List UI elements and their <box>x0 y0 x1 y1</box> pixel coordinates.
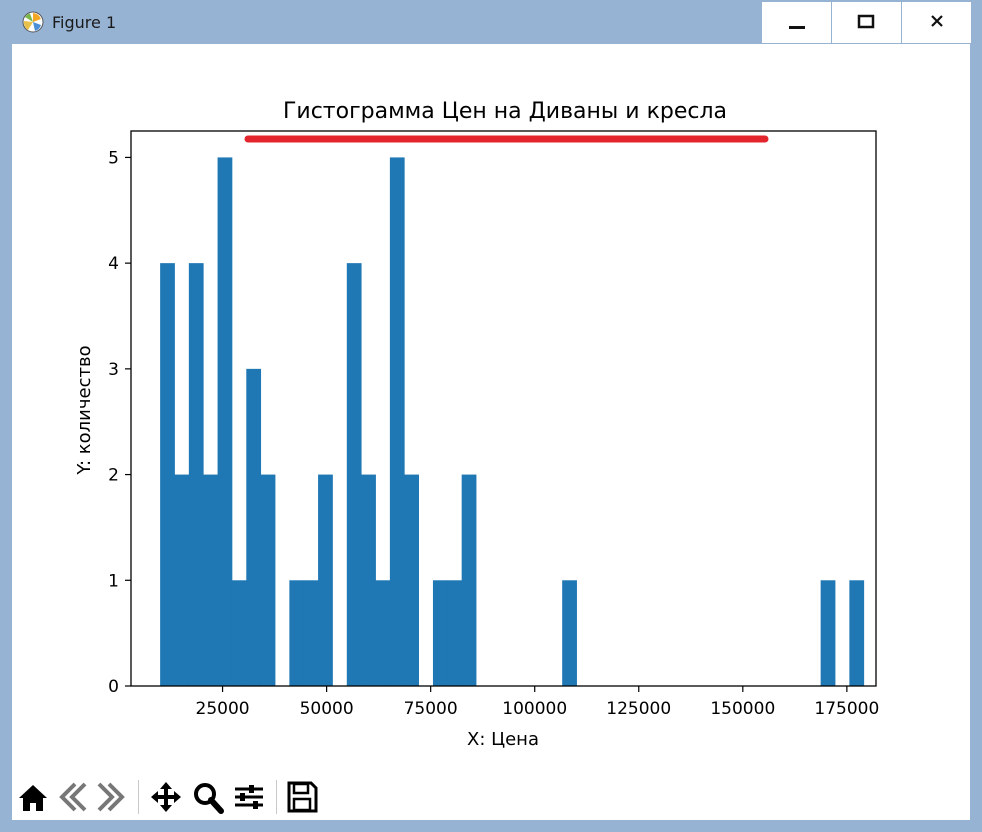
window-title-bar: Figure 1 <box>0 0 982 44</box>
toolbar-separator <box>138 780 139 814</box>
home-button[interactable] <box>15 780 51 814</box>
histogram-bar <box>849 580 865 686</box>
x-axis-ticks: 25000 50000 75000 100000 125000 150000 175000 <box>196 686 879 719</box>
window-title: Figure 1 <box>52 13 117 32</box>
forward-button[interactable] <box>93 780 129 814</box>
histogram-bar <box>447 580 463 686</box>
forward-icon <box>97 782 125 812</box>
y-tick-label: 3 <box>108 360 119 380</box>
minimize-icon <box>789 26 805 29</box>
x-tick-label: 75000 <box>404 699 458 719</box>
save-icon <box>287 781 318 813</box>
y-axis-label: Y: количество <box>74 345 95 475</box>
back-button[interactable] <box>55 780 91 814</box>
minimize-button[interactable] <box>761 2 831 43</box>
histogram-bar <box>260 474 276 686</box>
histogram-bar <box>432 580 448 686</box>
chart-title: Гистограмма Цен на Диваны и кресла <box>283 99 727 124</box>
histogram-bar <box>461 474 477 686</box>
zoom-button[interactable] <box>190 780 226 814</box>
histogram-bar <box>203 474 218 686</box>
x-tick-label: 100000 <box>502 699 567 719</box>
histogram-bar <box>820 580 836 686</box>
home-icon <box>19 785 47 811</box>
histogram-bar <box>361 474 376 686</box>
histogram-bar <box>246 368 262 686</box>
bars-group <box>160 157 865 686</box>
histogram-bar <box>160 263 175 686</box>
save-button[interactable] <box>284 780 320 814</box>
zoom-icon <box>194 783 224 814</box>
histogram-bar <box>375 580 391 686</box>
x-tick-label: 25000 <box>196 699 250 719</box>
matplotlib-logo-icon <box>22 11 44 33</box>
y-tick-label: 4 <box>108 254 119 274</box>
x-tick-label: 175000 <box>814 699 879 719</box>
toolbar-separator <box>276 780 277 814</box>
histogram-bar <box>389 157 405 686</box>
y-axis-ticks: 0 1 2 3 4 5 <box>108 148 131 697</box>
histogram-bar <box>174 474 190 686</box>
maximize-button[interactable] <box>831 2 901 43</box>
histogram-bar <box>404 474 419 686</box>
x-tick-label: 125000 <box>606 699 671 719</box>
histogram-bar <box>303 580 319 686</box>
histogram-bar <box>318 474 333 686</box>
maximize-icon <box>857 14 875 29</box>
x-tick-label: 150000 <box>710 699 775 719</box>
navigation-toolbar <box>12 774 970 820</box>
pan-icon <box>151 782 181 812</box>
histogram-bar <box>346 263 362 686</box>
close-icon <box>931 15 943 27</box>
histogram-bar <box>562 580 577 686</box>
x-axis-label: X: Цена <box>467 729 539 750</box>
histogram-bar <box>231 580 247 686</box>
histogram-chart: Гистограмма Цен на Диваны и кресла 25000… <box>74 99 879 750</box>
histogram-bar <box>188 263 204 686</box>
y-tick-label: 5 <box>108 148 119 168</box>
pan-button[interactable] <box>148 780 184 814</box>
back-icon <box>59 782 87 812</box>
figure-canvas-area: Гистограмма Цен на Диваны и кресла 25000… <box>12 44 970 820</box>
configure-subplots-icon <box>235 785 263 809</box>
configure-subplots-button[interactable] <box>231 780 267 814</box>
close-button[interactable] <box>901 2 971 43</box>
x-tick-label: 50000 <box>300 699 354 719</box>
histogram-bar <box>217 157 233 686</box>
y-tick-label: 1 <box>108 571 119 591</box>
plot-frame <box>130 130 877 687</box>
y-tick-label: 2 <box>108 466 119 486</box>
histogram-bar <box>289 580 305 686</box>
y-tick-label: 0 <box>108 677 119 697</box>
